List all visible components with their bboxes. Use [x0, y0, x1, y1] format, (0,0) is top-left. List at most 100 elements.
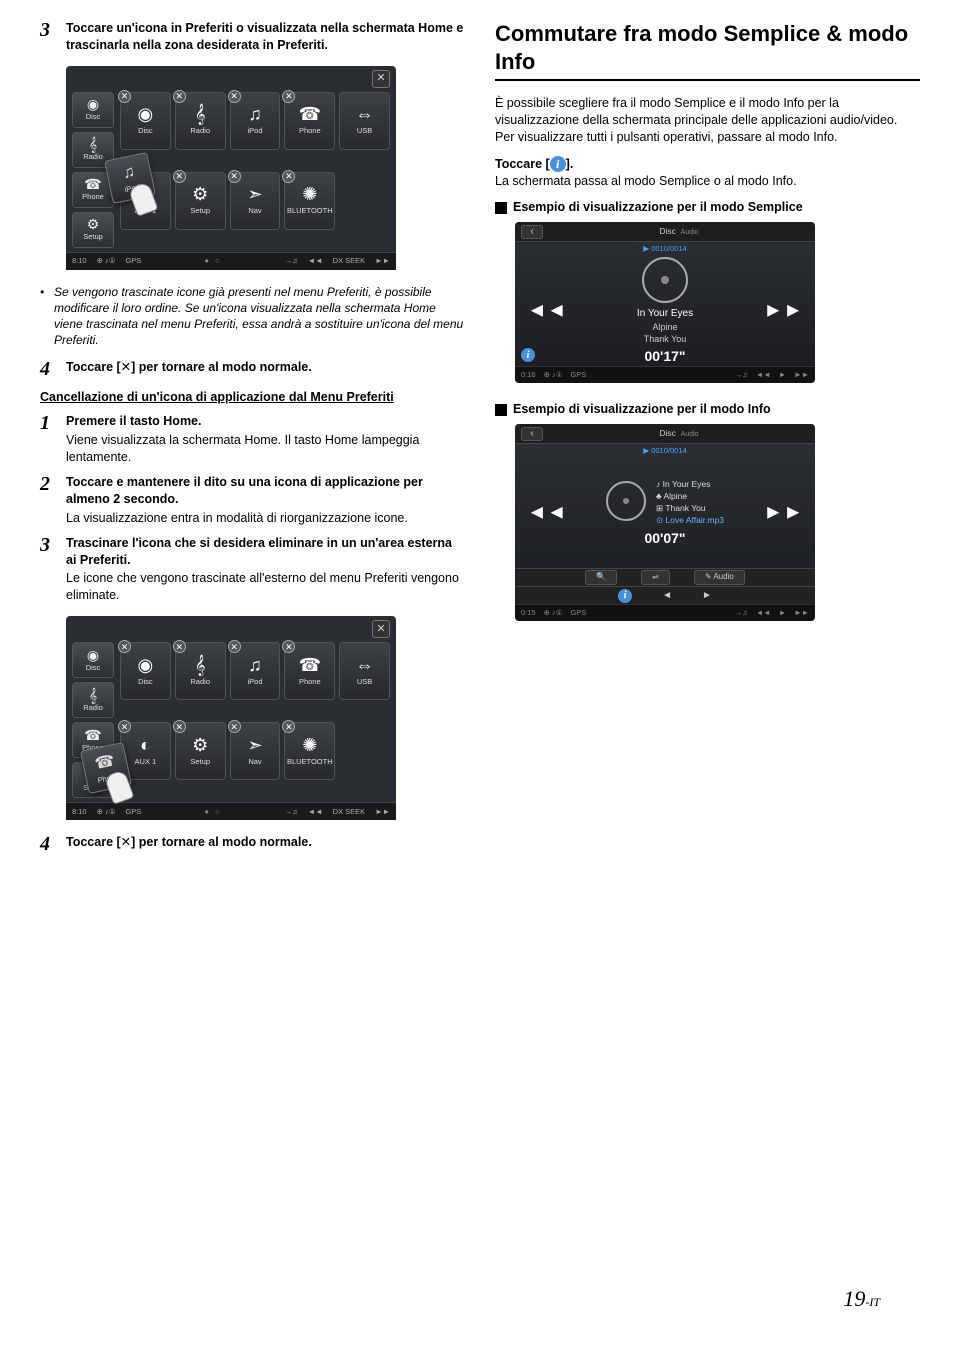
player-status-bar: 0:16 ⊕ ♪① GPS →♫ ◄◄ ► ►► [515, 366, 815, 383]
disc-icon [642, 257, 688, 303]
delete-badge-icon[interactable]: ✕ [118, 720, 131, 733]
delete-badge-icon[interactable]: ✕ [282, 170, 295, 183]
app-setup[interactable]: ✕⚙Setup [175, 722, 226, 780]
step-title: Trascinare l'icona che si desidera elimi… [66, 535, 465, 569]
x-icon: ✕ [121, 360, 131, 374]
app-usb[interactable]: ⇔USB [339, 92, 390, 150]
app-disc[interactable]: ✕◉Disc [120, 92, 171, 150]
delete-badge-icon[interactable]: ✕ [228, 720, 241, 733]
app-radio[interactable]: ✕𝄞Radio [175, 642, 226, 700]
note-text: Se vengono trascinate icone già presenti… [54, 284, 465, 349]
delete-badge-icon[interactable]: ✕ [173, 640, 186, 653]
close-icon[interactable]: ✕ [372, 620, 390, 638]
close-icon[interactable]: ✕ [372, 70, 390, 88]
delete-badge-icon[interactable]: ✕ [228, 170, 241, 183]
app-grid: ✕◉Disc ✕𝄞Radio ✕♫iPod ✕☎Phone ⇔USB ✕◐AUX… [120, 92, 390, 248]
step-number: 1 [40, 413, 66, 468]
audio-settings-button[interactable]: ✎ Audio [694, 570, 745, 585]
step-desc: Viene visualizzata la schermata Home. Il… [66, 432, 465, 466]
player-status-bar: 0:15 ⊕ ♪① GPS →♫ ◄◄ ► ►► [515, 604, 815, 621]
track-info-list: ♪ In Your Eyes ♣ Alpine ⊞ Thank You ⊙ Lo… [656, 479, 724, 527]
page-dots: ● ○ [151, 256, 274, 266]
sidebar-item-disc[interactable]: ◉Disc [72, 92, 114, 128]
toccare-line: Toccare [i]. La schermata passa al modo … [495, 156, 920, 190]
example-simple-heading: Esempio di visualizzazione per il modo S… [495, 199, 920, 216]
track-counter: ▶ 0010/0014 [515, 242, 815, 256]
album: Thank You [644, 333, 687, 345]
info-icon: i [550, 156, 566, 172]
app-phone[interactable]: ✕☎Phone [284, 92, 335, 150]
track-counter: ▶ 0010/0014 [515, 444, 815, 458]
app-usb[interactable]: ⇔USB [339, 642, 390, 700]
right-column: Commutare fra modo Semplice & modo Info … [495, 20, 920, 860]
search-button[interactable]: 🔍 [585, 570, 617, 585]
square-bullet-icon [495, 202, 507, 214]
prev-track-button[interactable]: ◄◄ [527, 500, 567, 527]
player-body: ◄◄ ♪ In Your Eyes ♣ Alpine ⊞ Thank You ⊙… [515, 458, 815, 568]
intro-paragraph: È possibile scegliere fra il modo Sempli… [495, 95, 920, 146]
prev-track-button[interactable]: ◄◄ [527, 298, 567, 325]
x-icon: ✕ [121, 835, 131, 849]
app-setup[interactable]: ✕⚙Setup [175, 172, 226, 230]
del-step-1: 1 Premere il tasto Home. Viene visualizz… [40, 413, 465, 468]
delete-badge-icon[interactable]: ✕ [118, 640, 131, 653]
next-track-button[interactable]: ►► [763, 298, 803, 325]
sidebar-item-disc[interactable]: ◉Disc [72, 642, 114, 678]
step-title: Toccare e mantenere il dito su una icona… [66, 474, 465, 508]
player-topbar: ‹ Disc Audio [515, 424, 815, 444]
page-dots: ● ○ [151, 807, 274, 817]
delete-badge-icon[interactable]: ✕ [118, 90, 131, 103]
step-3: 3 Toccare un'icona in Preferiti o visual… [40, 20, 465, 56]
example-info-heading: Esempio di visualizzazione per il modo I… [495, 401, 920, 418]
player-toolbar: 🔍 ⇌ ✎ Audio [515, 568, 815, 586]
step-number: 4 [40, 834, 66, 854]
note: • Se vengono trascinate icone già presen… [40, 284, 465, 349]
back-button[interactable]: ‹ [521, 225, 543, 239]
artist: Alpine [652, 321, 677, 333]
delete-badge-icon[interactable]: ✕ [173, 720, 186, 733]
app-bluetooth[interactable]: ✕✺BLUETOOTH [284, 722, 335, 780]
sidebar-item-setup[interactable]: ⚙Setup [72, 212, 114, 248]
left-column: 3 Toccare un'icona in Preferiti o visual… [40, 20, 465, 860]
content-columns: 3 Toccare un'icona in Preferiti o visual… [40, 20, 920, 860]
clock: 8:10 [72, 256, 87, 266]
app-nav[interactable]: ✕➣Nav [230, 172, 281, 230]
delete-badge-icon[interactable]: ✕ [173, 90, 186, 103]
app-bluetooth[interactable]: ✕✺BLUETOOTH [284, 172, 335, 230]
prev-arrow-icon[interactable]: ◄ [662, 589, 672, 603]
step-number: 2 [40, 474, 66, 529]
home-screen-shot-2: ✕ ◉Disc 𝄞Radio ☎Phone ⚙Setup ✕◉Disc ✕𝄞Ra… [66, 616, 396, 820]
app-ipod[interactable]: ✕♫iPod [230, 642, 281, 700]
play-arrow-icon[interactable]: ► [702, 589, 712, 603]
player-simple-shot: ‹ Disc Audio ▶ 0010/0014 ◄◄ In Your Eyes… [515, 222, 815, 383]
clock: 8:10 [72, 807, 87, 817]
page: 3 Toccare un'icona in Preferiti o visual… [40, 20, 920, 1326]
delete-badge-icon[interactable]: ✕ [228, 640, 241, 653]
back-button[interactable]: ‹ [521, 427, 543, 441]
app-grid: ✕◉Disc ✕𝄞Radio ✕♫iPod ✕☎Phone ⇔USB ✕◐AUX… [120, 642, 390, 798]
status-bar: 8:10 ⊕ ♪① GPS ● ○ →♫ ◄◄ DX SEEK ►► [66, 252, 396, 270]
app-ipod[interactable]: ✕♫iPod [230, 92, 281, 150]
step-4: 4 Toccare [✕] per tornare al modo normal… [40, 359, 465, 379]
step-desc: La visualizzazione entra in modalità di … [66, 510, 465, 527]
app-disc[interactable]: ✕◉Disc [120, 642, 171, 700]
info-icon[interactable]: i [521, 348, 535, 362]
sidebar-item-radio[interactable]: 𝄞Radio [72, 682, 114, 718]
app-radio[interactable]: ✕𝄞Radio [175, 92, 226, 150]
song-title: In Your Eyes [637, 307, 693, 321]
shuffle-button[interactable]: ⇌ [641, 570, 670, 585]
info-icon[interactable]: i [618, 589, 632, 603]
app-nav[interactable]: ✕➣Nav [230, 722, 281, 780]
step-number: 4 [40, 359, 66, 379]
app-phone[interactable]: ✕☎Phone [284, 642, 335, 700]
square-bullet-icon [495, 404, 507, 416]
delete-badge-icon[interactable]: ✕ [282, 720, 295, 733]
step-number: 3 [40, 20, 66, 56]
step-number: 3 [40, 535, 66, 607]
delete-badge-icon[interactable]: ✕ [282, 90, 295, 103]
elapsed-time: 00'17" [644, 347, 685, 366]
delete-badge-icon[interactable]: ✕ [228, 90, 241, 103]
delete-badge-icon[interactable]: ✕ [173, 170, 186, 183]
next-track-button[interactable]: ►► [763, 500, 803, 527]
delete-badge-icon[interactable]: ✕ [282, 640, 295, 653]
